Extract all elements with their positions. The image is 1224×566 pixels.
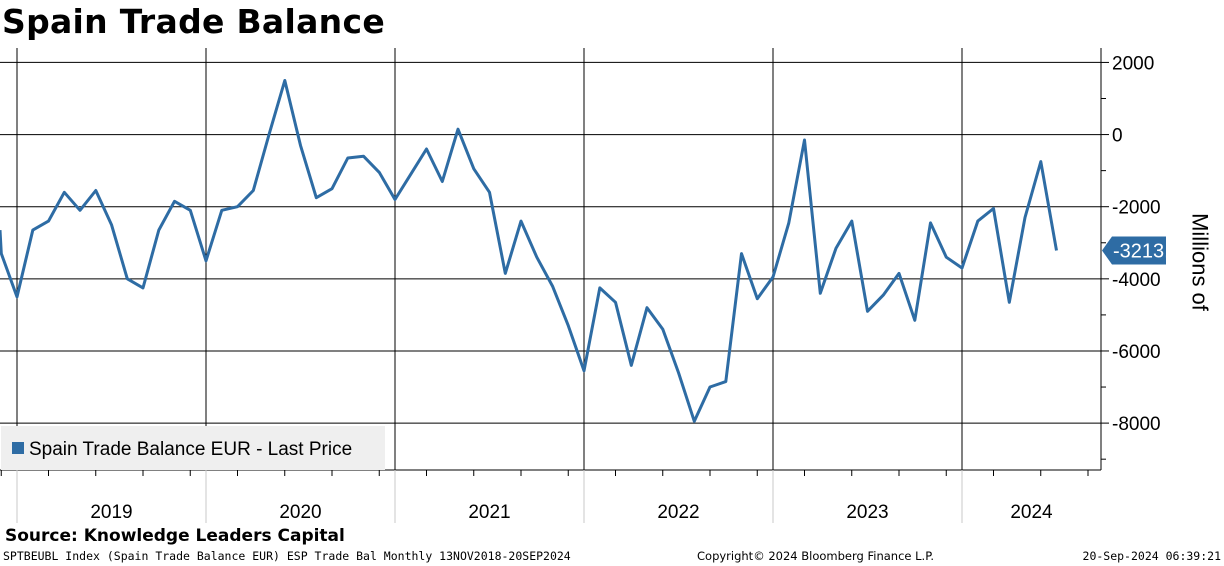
y-axis-label: Millions of xyxy=(1188,213,1213,312)
x-tick-label-2019: 2019 xyxy=(90,502,132,523)
last-value-tag: -3213.7 xyxy=(1102,236,1181,265)
last-value-label: -3213.7 xyxy=(1113,240,1181,262)
footer-copyright: Copyright© 2024 Bloomberg Finance L.P. xyxy=(697,549,934,563)
series-line xyxy=(0,79,1058,423)
grid-layer xyxy=(0,48,1101,470)
y-tick-label: -8000 xyxy=(1112,414,1161,435)
y-tick-label: -6000 xyxy=(1112,342,1161,363)
x-tick-label-2024: 2024 xyxy=(1010,502,1053,523)
x-tick-label-2022: 2022 xyxy=(657,502,699,523)
legend-label: Spain Trade Balance EUR - Last Price xyxy=(29,439,352,460)
series-layer xyxy=(0,79,1058,423)
y-tick-label: 2000 xyxy=(1112,53,1154,74)
source-note: Source: Knowledge Leaders Capital xyxy=(5,526,345,546)
chart-title: Spain Trade Balance xyxy=(2,2,386,41)
y-tick-label: 0 xyxy=(1112,126,1123,147)
footer-timestamp: 20-Sep-2024 06:39:21 xyxy=(1082,549,1221,563)
last-value-tag-shape xyxy=(1102,236,1166,265)
footer-ticker-info: SPTBEUBL Index (Spain Trade Balance EUR)… xyxy=(3,549,571,563)
y-tick-label: -2000 xyxy=(1112,198,1161,219)
legend: Spain Trade Balance EUR - Last Price xyxy=(1,426,385,470)
x-tick-label-2023: 2023 xyxy=(846,502,888,523)
legend-swatch xyxy=(12,442,24,454)
x-tick-label-2021: 2021 xyxy=(468,502,510,523)
legend-box xyxy=(1,426,385,470)
y-tick-label: -4000 xyxy=(1112,270,1161,291)
axis-layer: 2000 0 -2000 -4000 -6000 -8000 2019 2020 2021 202… xyxy=(0,48,1161,523)
x-tick-label-2020: 2020 xyxy=(279,502,321,523)
